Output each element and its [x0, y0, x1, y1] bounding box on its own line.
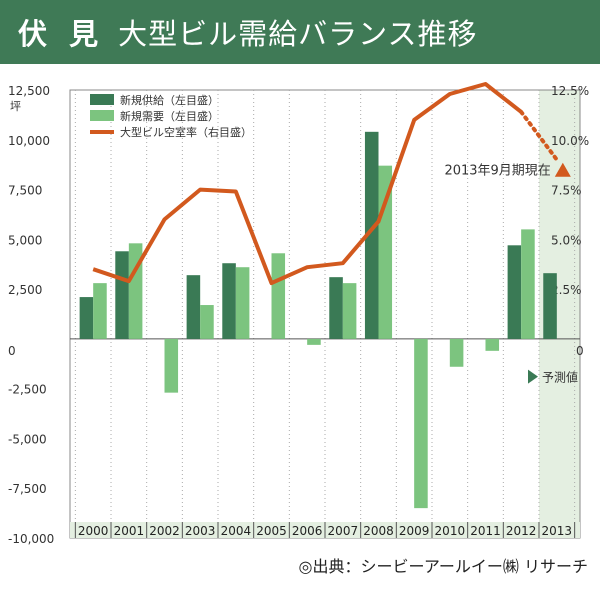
- x-tick-label: 2007: [328, 524, 359, 538]
- supply-bar: [79, 297, 94, 339]
- legend-swatch: [90, 110, 114, 121]
- left-axis-unit: 坪: [10, 100, 21, 113]
- demand-bar: [342, 283, 357, 339]
- region-title: 伏 見: [18, 17, 105, 51]
- x-tick-label: 2008: [363, 524, 394, 538]
- chart-svg: 12,500 10,000 7,500 5,000 2,500 0 -2,500 -5,000…: [8, 82, 589, 546]
- demand-bar: [164, 338, 179, 393]
- left-tick-label: -5,000: [8, 432, 47, 446]
- title-bar: 伏 見 大型ビル需給バランス推移: [0, 0, 600, 64]
- legend-label: 新規需要（左目盛）: [120, 109, 219, 123]
- vacancy-line: [92, 82, 523, 286]
- x-tick-label: 2009: [399, 524, 430, 538]
- x-tick-label: 2010: [435, 524, 466, 538]
- forecast-label: 予測値: [542, 370, 578, 385]
- demand-bar: [485, 338, 500, 351]
- left-tick-label: 2,500: [8, 283, 42, 297]
- right-tick-label: 7.5%: [551, 184, 582, 198]
- right-tick-label: 10.0%: [551, 134, 589, 148]
- x-tick-label: 2001: [114, 524, 145, 538]
- demand-bar: [200, 305, 214, 339]
- supply-bar: [115, 251, 129, 339]
- forecast-marker: [528, 369, 538, 384]
- left-tick-label: 7,500: [8, 184, 42, 198]
- demand-bar: [449, 338, 464, 367]
- right-tick-label: 2.5%: [551, 283, 582, 297]
- left-tick-label: 0: [8, 344, 16, 358]
- x-tick-label: 2006: [292, 524, 323, 538]
- demand-bar: [93, 283, 107, 339]
- demand-bar: [271, 253, 286, 339]
- legend-label: 新規供給（左目盛）: [120, 93, 219, 107]
- demand-bar: [414, 338, 428, 509]
- demand-bar: [521, 229, 535, 339]
- legend-label: 大型ビル空室率（右目盛）: [120, 125, 252, 139]
- left-tick-label: -2,500: [8, 383, 47, 397]
- left-tick-label: -10,000: [8, 532, 54, 546]
- supply-bar: [329, 277, 343, 339]
- x-tick-label: 2011: [470, 524, 501, 538]
- current-marker: [554, 162, 571, 177]
- demand-bar: [307, 338, 321, 345]
- x-tick-label: 2013: [542, 524, 573, 538]
- x-tick-label: 2005: [256, 524, 287, 538]
- supply-bar: [186, 275, 201, 339]
- left-tick-label: 10,000: [8, 134, 50, 148]
- supply-bar: [507, 245, 522, 339]
- supply-bar: [543, 273, 557, 339]
- right-tick-label: 5.0%: [551, 233, 582, 247]
- x-tick-label: 2004: [221, 524, 252, 538]
- annotation-label: 2013年9月期現在: [444, 164, 550, 179]
- source-note: ◎出典：シービーアールイー㈱ リサーチ: [298, 557, 588, 576]
- supply-bar: [364, 131, 379, 339]
- x-tick-label: 2012: [506, 524, 537, 538]
- chart-title: 大型ビル需給バランス推移: [118, 17, 478, 51]
- x-tick-label: 2003: [185, 524, 216, 538]
- x-tick-label: 2002: [149, 524, 180, 538]
- vacancy-forecast-line: [519, 109, 559, 162]
- left-tick-label: -7,500: [8, 482, 47, 496]
- x-tick-label: 2000: [78, 524, 109, 538]
- left-tick-label: 5,000: [8, 233, 42, 247]
- demand-bar: [235, 267, 250, 339]
- right-tick-label: 0: [576, 344, 584, 358]
- left-tick-label: 12,500: [8, 84, 50, 98]
- legend-swatch: [90, 94, 114, 105]
- chart-area: 12,500 10,000 7,500 5,000 2,500 0 -2,500 -5,000…: [0, 78, 600, 548]
- supply-bar: [222, 263, 236, 339]
- right-tick-label: 12.5%: [551, 84, 589, 98]
